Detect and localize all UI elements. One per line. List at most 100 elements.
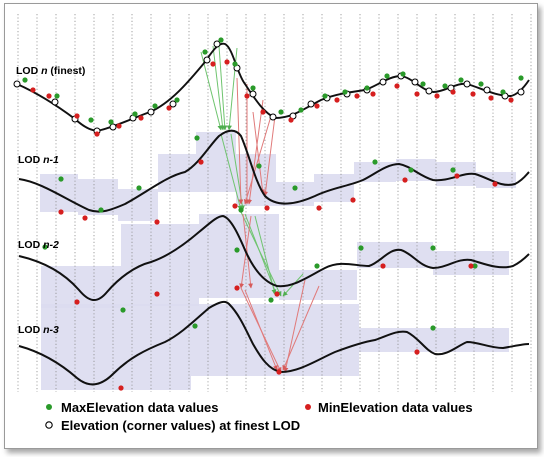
min-elevation-point	[58, 209, 63, 214]
corner-value-point	[518, 89, 524, 95]
min-elevation-point	[198, 159, 203, 164]
max-elevation-point	[58, 176, 63, 181]
corner-value-point	[110, 124, 116, 130]
max-elevation-point	[430, 325, 435, 330]
max-elevation-point	[152, 103, 157, 108]
min-elevation-point	[154, 219, 159, 224]
min-elevation-point	[234, 285, 239, 290]
legend: MaxElevation data values MinElevation da…	[46, 400, 473, 433]
corner-value-point	[308, 101, 314, 107]
min-elevation-point	[414, 91, 419, 96]
corner-value-point	[148, 109, 154, 115]
diagram-frame: LOD n (finest) LOD n-1 LOD n-2 LOD n-3 M…	[4, 3, 538, 449]
min-elevation-point	[434, 93, 439, 98]
lod-n-2-label: LOD n-2	[18, 239, 59, 251]
min-elevation-point	[224, 59, 229, 64]
max-elevation-point	[120, 307, 125, 312]
max-elevation-point	[22, 77, 27, 82]
max-elevation-point	[518, 75, 523, 80]
max-elevation-point	[136, 185, 141, 190]
min-elevation-point	[210, 61, 215, 66]
min-elevation-point	[488, 95, 493, 100]
lod-diagram: LOD n (finest) LOD n-1 LOD n-2 LOD n-3 M…	[5, 4, 537, 448]
range-band	[199, 214, 279, 298]
corner-value-point	[464, 81, 470, 87]
min-elevation-point	[402, 177, 407, 182]
range-band	[359, 328, 509, 352]
min-elevation-point	[118, 385, 123, 390]
min-elevation-point	[74, 113, 79, 118]
max-elevation-point	[442, 83, 447, 88]
min-elevation-point	[492, 181, 497, 186]
range-band	[158, 154, 196, 192]
min-elevation-point	[260, 109, 265, 114]
min-elevation-point	[414, 349, 419, 354]
max-elevation-point	[478, 81, 483, 86]
max-elevation-point	[108, 119, 113, 124]
corner-value-point	[426, 88, 432, 94]
max-elevation-point	[450, 167, 455, 172]
range-band	[41, 266, 121, 308]
max-legend-marker	[46, 404, 52, 410]
max-elevation-point	[54, 93, 59, 98]
max-elevation-point	[400, 71, 405, 76]
max-elevation-point	[342, 89, 347, 94]
min-elevation-point	[334, 97, 339, 102]
max-elevation-point	[372, 159, 377, 164]
min-elevation-point	[354, 93, 359, 98]
min-elevation-point	[232, 203, 237, 208]
max-elevation-point	[192, 323, 197, 328]
min-elevation-point	[244, 93, 249, 98]
max-elevation-point	[292, 185, 297, 190]
corner-value-point	[214, 41, 220, 47]
elevation-range-bands	[40, 132, 516, 390]
max-elevation-point	[202, 49, 207, 54]
corner-value-point	[484, 87, 490, 93]
max-elevation-point	[88, 117, 93, 122]
max-elevation-point	[314, 263, 319, 268]
max-elevation-point	[298, 107, 303, 112]
max-elevation-point	[458, 77, 463, 82]
corner-value-point	[52, 99, 58, 105]
min-elevation-point	[82, 215, 87, 220]
max-elevation-point	[322, 93, 327, 98]
min-elevation-point	[314, 103, 319, 108]
max-elevation-point	[358, 245, 363, 250]
min-legend-marker	[305, 404, 311, 410]
min-elevation-point	[370, 91, 375, 96]
range-band	[433, 251, 509, 275]
max-elevation-point	[268, 297, 273, 302]
min-elevation-point	[46, 93, 51, 98]
max-elevation-point	[174, 97, 179, 102]
min-elevation-point	[288, 117, 293, 122]
min-elevation-point	[316, 205, 321, 210]
lod-n-3-label: LOD n-3	[18, 324, 59, 336]
min-elevation-point	[380, 263, 385, 268]
min-elevation-point	[116, 123, 121, 128]
min-elevation-point	[350, 197, 355, 202]
range-band	[41, 304, 191, 390]
max-derivation-arrow	[229, 48, 237, 130]
min-elevation-point	[138, 115, 143, 120]
max-legend-label: MaxElevation data values	[61, 400, 219, 415]
lod-n-1-label: LOD n-1	[18, 154, 59, 166]
min-elevation-point	[274, 291, 279, 296]
min-elevation-point	[30, 87, 35, 92]
min-legend-label: MinElevation data values	[318, 400, 473, 415]
min-elevation-point	[468, 263, 473, 268]
max-elevation-point	[408, 167, 413, 172]
max-elevation-point	[232, 61, 237, 66]
corner-legend-marker	[46, 422, 52, 428]
max-elevation-point	[420, 81, 425, 86]
max-elevation-point	[98, 207, 103, 212]
max-elevation-point	[278, 109, 283, 114]
min-elevation-point	[264, 205, 269, 210]
max-elevation-point	[384, 73, 389, 78]
max-elevation-point	[132, 111, 137, 116]
corner-value-point	[204, 57, 210, 63]
corner-value-point	[412, 79, 418, 85]
min-elevation-point	[166, 105, 171, 110]
corner-value-point	[14, 81, 20, 87]
min-elevation-point	[394, 83, 399, 88]
min-elevation-point	[470, 91, 475, 96]
